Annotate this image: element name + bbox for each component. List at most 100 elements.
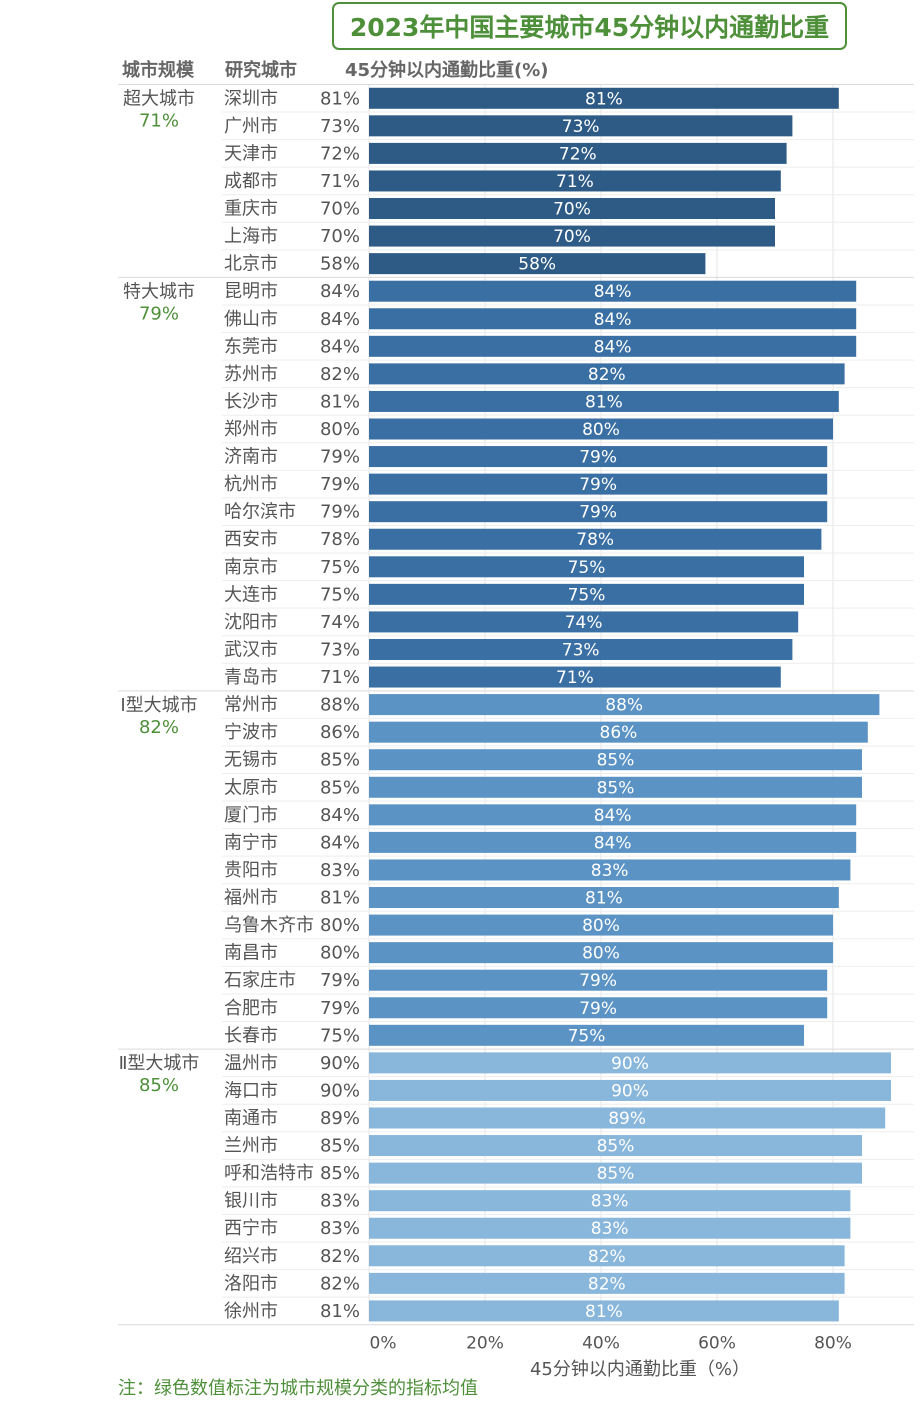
bar-data-label: 75% bbox=[568, 558, 606, 578]
city-label: 成都市 bbox=[224, 171, 278, 192]
value-label: 73% bbox=[320, 639, 360, 660]
bar bbox=[369, 694, 880, 716]
x-axis-label: 45分钟以内通勤比重（%） bbox=[529, 1359, 750, 1380]
bar-data-label: 72% bbox=[559, 144, 597, 164]
bar-data-label: 84% bbox=[594, 310, 632, 330]
header-category: 城市规模 bbox=[122, 60, 194, 81]
value-label: 79% bbox=[320, 502, 360, 523]
bar-data-label: 71% bbox=[556, 668, 594, 688]
bar-data-label: 80% bbox=[582, 944, 620, 964]
bar bbox=[369, 749, 862, 771]
bar bbox=[369, 390, 839, 412]
value-label: 72% bbox=[320, 143, 360, 164]
value-label: 79% bbox=[320, 474, 360, 495]
value-label: 80% bbox=[320, 419, 360, 440]
bar-data-label: 83% bbox=[591, 861, 629, 881]
value-label: 75% bbox=[320, 557, 360, 578]
x-tick-label: 60% bbox=[698, 1334, 736, 1354]
bar-data-label: 80% bbox=[582, 420, 620, 440]
bar bbox=[369, 418, 833, 440]
bar-data-label: 81% bbox=[585, 889, 623, 909]
bar-data-label: 85% bbox=[597, 1137, 635, 1157]
city-label: 乌鲁木齐市 bbox=[224, 915, 314, 936]
bar bbox=[369, 87, 839, 109]
group-name: Ⅱ型大城市 bbox=[119, 1053, 200, 1074]
x-tick-label: 0% bbox=[370, 1334, 397, 1354]
city-label: 哈尔滨市 bbox=[224, 502, 296, 523]
city-label: 沈阳市 bbox=[224, 612, 278, 633]
city-label: 徐州市 bbox=[224, 1301, 278, 1322]
bar bbox=[369, 473, 828, 495]
city-label: 合肥市 bbox=[224, 998, 278, 1019]
bar-data-label: 78% bbox=[576, 530, 614, 550]
city-label: 郑州市 bbox=[224, 419, 278, 440]
group-average: 85% bbox=[139, 1075, 179, 1096]
city-label: 南通市 bbox=[224, 1108, 278, 1129]
value-label: 79% bbox=[320, 447, 360, 468]
value-label: 90% bbox=[320, 1053, 360, 1074]
chart-title-box: 2023年中国主要城市45分钟以内通勤比重 bbox=[332, 2, 847, 50]
header-city: 研究城市 bbox=[225, 60, 297, 81]
city-label: 西宁市 bbox=[224, 1218, 278, 1239]
bar-data-label: 81% bbox=[585, 1302, 623, 1322]
city-label: 天津市 bbox=[224, 143, 278, 164]
bar bbox=[369, 115, 793, 137]
bar bbox=[369, 1162, 862, 1184]
bar bbox=[369, 501, 828, 523]
value-label: 71% bbox=[320, 667, 360, 688]
bar-data-label: 84% bbox=[594, 282, 632, 302]
bar-data-label: 83% bbox=[591, 1192, 629, 1212]
city-label: 青岛市 bbox=[224, 667, 278, 688]
city-label: 呼和浩特市 bbox=[224, 1163, 314, 1184]
bar-data-label: 82% bbox=[588, 1274, 626, 1294]
bar bbox=[369, 997, 828, 1019]
bar-data-label: 85% bbox=[597, 778, 635, 798]
value-label: 78% bbox=[320, 529, 360, 550]
city-label: 济南市 bbox=[224, 447, 278, 468]
city-label: 大连市 bbox=[224, 584, 278, 605]
bar bbox=[369, 1079, 891, 1101]
value-label: 74% bbox=[320, 612, 360, 633]
value-label: 85% bbox=[320, 750, 360, 771]
value-label: 79% bbox=[320, 998, 360, 1019]
value-label: 84% bbox=[320, 336, 360, 357]
bar-data-label: 79% bbox=[579, 475, 617, 495]
city-label: 南京市 bbox=[224, 557, 278, 578]
bar-data-label: 75% bbox=[568, 585, 606, 605]
bar bbox=[369, 1217, 851, 1239]
bar bbox=[369, 583, 804, 605]
bar-data-label: 82% bbox=[588, 1247, 626, 1267]
city-label: 长春市 bbox=[224, 1025, 278, 1046]
bar bbox=[369, 942, 833, 964]
value-label: 85% bbox=[320, 1136, 360, 1157]
bar bbox=[369, 253, 706, 275]
bar-data-label: 85% bbox=[597, 751, 635, 771]
city-label: 长沙市 bbox=[224, 391, 278, 412]
value-label: 84% bbox=[320, 805, 360, 826]
bar-data-label: 58% bbox=[518, 255, 556, 275]
bar bbox=[369, 1024, 804, 1046]
value-label: 80% bbox=[320, 943, 360, 964]
city-label: 西安市 bbox=[224, 529, 278, 550]
bar bbox=[369, 666, 781, 688]
value-label: 84% bbox=[320, 309, 360, 330]
group-name: Ⅰ型大城市 bbox=[120, 695, 197, 716]
value-label: 85% bbox=[320, 777, 360, 798]
city-label: 无锡市 bbox=[224, 750, 278, 771]
city-label: 上海市 bbox=[224, 226, 278, 247]
value-label: 83% bbox=[320, 1191, 360, 1212]
value-label: 70% bbox=[320, 226, 360, 247]
value-label: 81% bbox=[320, 1301, 360, 1322]
bar-data-label: 73% bbox=[562, 117, 600, 137]
bar bbox=[369, 1300, 839, 1322]
group-average: 82% bbox=[139, 717, 179, 738]
value-label: 58% bbox=[320, 254, 360, 275]
value-label: 86% bbox=[320, 722, 360, 743]
value-label: 85% bbox=[320, 1163, 360, 1184]
city-label: 宁波市 bbox=[224, 722, 278, 743]
value-label: 88% bbox=[320, 695, 360, 716]
bar bbox=[369, 914, 833, 936]
bar bbox=[369, 969, 828, 991]
group-average: 71% bbox=[139, 111, 179, 132]
city-label: 太原市 bbox=[224, 777, 278, 798]
